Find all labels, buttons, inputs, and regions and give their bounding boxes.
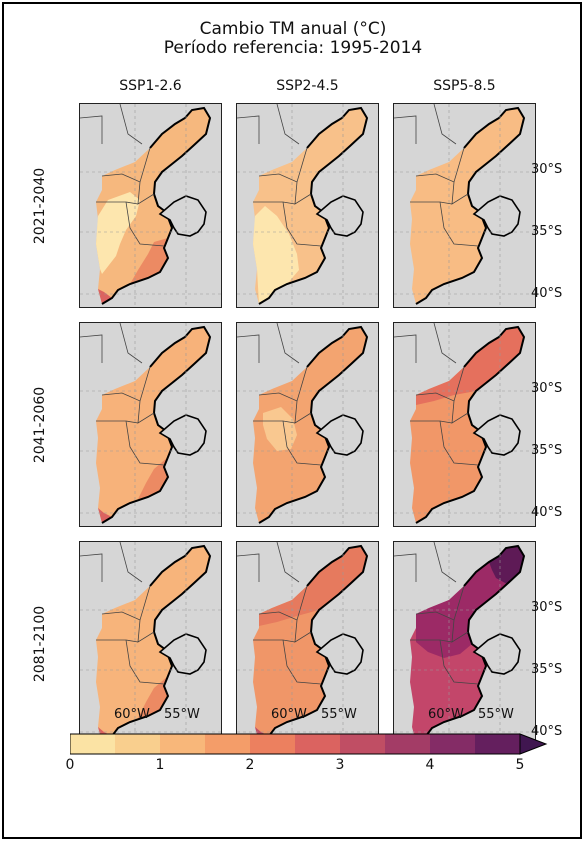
- colorbar-tick-3: 3: [335, 757, 345, 773]
- colorbar-tick-2: 2: [245, 757, 255, 773]
- lon-label-55w-col1: 55°W: [164, 707, 200, 722]
- lon-label-55w-col3: 55°W: [478, 707, 514, 722]
- lat-label-40s-row2: 40°S: [531, 505, 563, 520]
- map-panel-ssp585-2021-2040: [393, 103, 536, 308]
- lat-label-35s-row1: 35°S: [531, 224, 563, 239]
- map-panel-ssp126-2041-2060: [79, 322, 222, 527]
- colorbar-tick-1: 1: [155, 757, 165, 773]
- map-panel-ssp245-2081-2100: [236, 541, 379, 746]
- lat-label-35s-row3: 35°S: [531, 662, 563, 677]
- colorbar-tick-0: 0: [65, 757, 75, 773]
- row-label-2041-2060: 2041-2060: [32, 386, 48, 464]
- column-label-ssp585: SSP5-8.5: [433, 78, 496, 94]
- row-label-2021-2040: 2021-2040: [32, 167, 48, 245]
- lon-label-60w-col3: 60°W: [428, 707, 464, 722]
- figure-subtitle: Período referencia: 1995-2014: [163, 38, 423, 58]
- column-label-ssp245: SSP2-4.5: [276, 78, 339, 94]
- lon-label-60w-col1: 60°W: [114, 707, 150, 722]
- colorbar-swatch: [250, 734, 296, 754]
- colorbar-tick-5: 5: [515, 757, 525, 773]
- lon-label-55w-col2: 55°W: [321, 707, 357, 722]
- lat-label-40s-row1: 40°S: [531, 286, 563, 301]
- colorbar-swatch: [205, 734, 251, 754]
- colorbar-extend-arrow: [519, 733, 548, 755]
- map-panel-ssp245-2041-2060: [236, 322, 379, 527]
- colorbar-outline: [70, 733, 521, 755]
- lat-label-30s-row2: 30°S: [531, 381, 563, 396]
- row-label-2081-2100: 2081-2100: [32, 605, 48, 683]
- column-label-ssp126: SSP1-2.6: [119, 78, 182, 94]
- map-panel-ssp585-2041-2060: [393, 322, 536, 527]
- map-panel-ssp126-2021-2040: [79, 103, 222, 308]
- lat-label-40s-row3: 40°S: [531, 724, 563, 739]
- figure-title: Cambio TM anual (°C): [199, 19, 387, 39]
- map-panel-ssp585-2081-2100: [393, 541, 536, 746]
- colorbar-swatch: [295, 734, 341, 754]
- map-panel-ssp126-2081-2100: [79, 541, 222, 746]
- colorbar-swatch: [115, 734, 161, 754]
- lon-label-60w-col2: 60°W: [271, 707, 307, 722]
- colorbar: [70, 733, 548, 755]
- lat-label-35s-row2: 35°S: [531, 443, 563, 458]
- colorbar-tick-4: 4: [425, 757, 435, 773]
- colorbar-swatch: [385, 734, 431, 754]
- map-panel-ssp245-2021-2040: [236, 103, 379, 308]
- colorbar-swatch: [340, 734, 386, 754]
- colorbar-swatch: [160, 734, 206, 754]
- colorbar-swatch: [430, 734, 476, 754]
- lat-label-30s-row1: 30°S: [531, 162, 563, 177]
- lat-label-30s-row3: 30°S: [531, 600, 563, 615]
- colorbar-swatch: [70, 734, 116, 754]
- colorbar-swatch: [475, 734, 521, 754]
